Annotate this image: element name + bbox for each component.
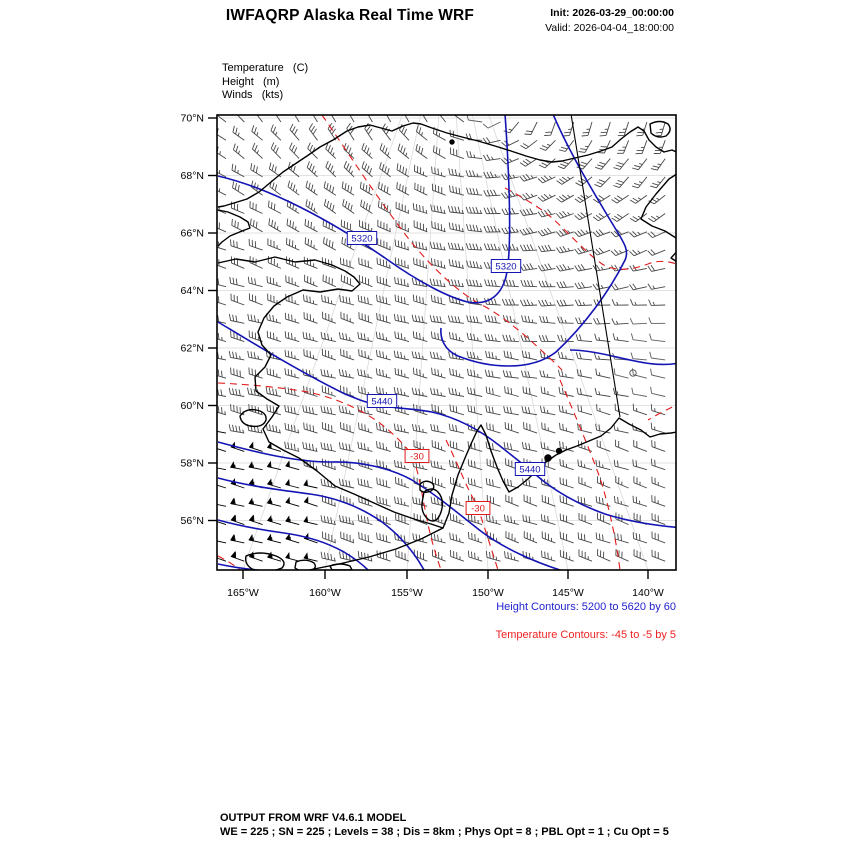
y-tick-label: 56°N	[181, 515, 204, 527]
svg-text:-30: -30	[471, 504, 485, 515]
temperature-contours	[217, 115, 676, 570]
svg-text:5320: 5320	[495, 262, 516, 273]
height-contours	[217, 115, 676, 570]
axis-tick-labels: 70°N 68°N 66°N 64°N 62°N 60°N 58°N 56°N 165°W 160…	[181, 113, 664, 600]
footer-model-line: OUTPUT FROM WRF V4.6.1 MODEL	[220, 812, 407, 824]
x-tick-label: 150°W	[472, 587, 504, 599]
height-contour-caption: Height Contours: 5200 to 5620 by 60	[496, 601, 676, 613]
height-contour-label: 5320	[346, 231, 378, 245]
height-contour-label: 5440	[366, 394, 398, 408]
legend-winds: Winds (kts)	[222, 89, 284, 101]
y-tick-label: 62°N	[181, 343, 204, 355]
valid-time-label: Valid: 2026-04-04_18:00:00	[545, 22, 674, 34]
footer-config-line: WE = 225 ; SN = 225 ; Levels = 38 ; Dis …	[220, 826, 669, 838]
alaska-canada-border	[570, 115, 621, 418]
temp-contour-label: -30	[465, 501, 491, 515]
y-tick-label: 58°N	[181, 458, 204, 470]
y-tick-label: 66°N	[181, 228, 204, 240]
temp-contour-label: -30	[404, 449, 430, 463]
svg-text:5440: 5440	[371, 397, 392, 408]
x-tick-label: 160°W	[309, 587, 341, 599]
x-tick-label: 165°W	[227, 587, 259, 599]
field-legend: Temperature (C) Height (m) Winds (kts)	[222, 62, 308, 103]
wind-barb-field	[217, 115, 666, 562]
svg-text:5440: 5440	[519, 465, 540, 476]
init-time-label: Init: 2026-03-29_00:00:00	[550, 7, 674, 19]
plot-title: IWFAQRP Alaska Real Time WRF	[225, 7, 475, 24]
temp-contour-caption: Temperature Contours: -45 to -5 by 5	[495, 629, 676, 641]
coastlines	[217, 115, 676, 570]
map-frame	[216, 114, 677, 571]
axis-ticks	[208, 117, 649, 579]
contour-labels: 5320 5320 5440 5440 -30 -30	[346, 231, 546, 515]
height-contour-label: 5440	[514, 462, 546, 476]
calm-wind-circle	[629, 369, 637, 377]
y-tick-label: 60°N	[181, 400, 204, 412]
svg-text:-30: -30	[410, 452, 424, 463]
y-tick-label: 70°N	[181, 113, 204, 125]
y-tick-label: 68°N	[181, 170, 204, 182]
legend-height: Height (m)	[222, 75, 280, 88]
legend-temperature: Temperature (C)	[222, 62, 309, 74]
x-tick-label: 140°W	[632, 587, 664, 599]
svg-text:5320: 5320	[351, 234, 372, 245]
y-tick-label: 64°N	[181, 285, 204, 297]
height-contour-label: 5320	[490, 259, 522, 273]
x-tick-label: 145°W	[552, 587, 584, 599]
x-tick-label: 155°W	[391, 587, 423, 599]
